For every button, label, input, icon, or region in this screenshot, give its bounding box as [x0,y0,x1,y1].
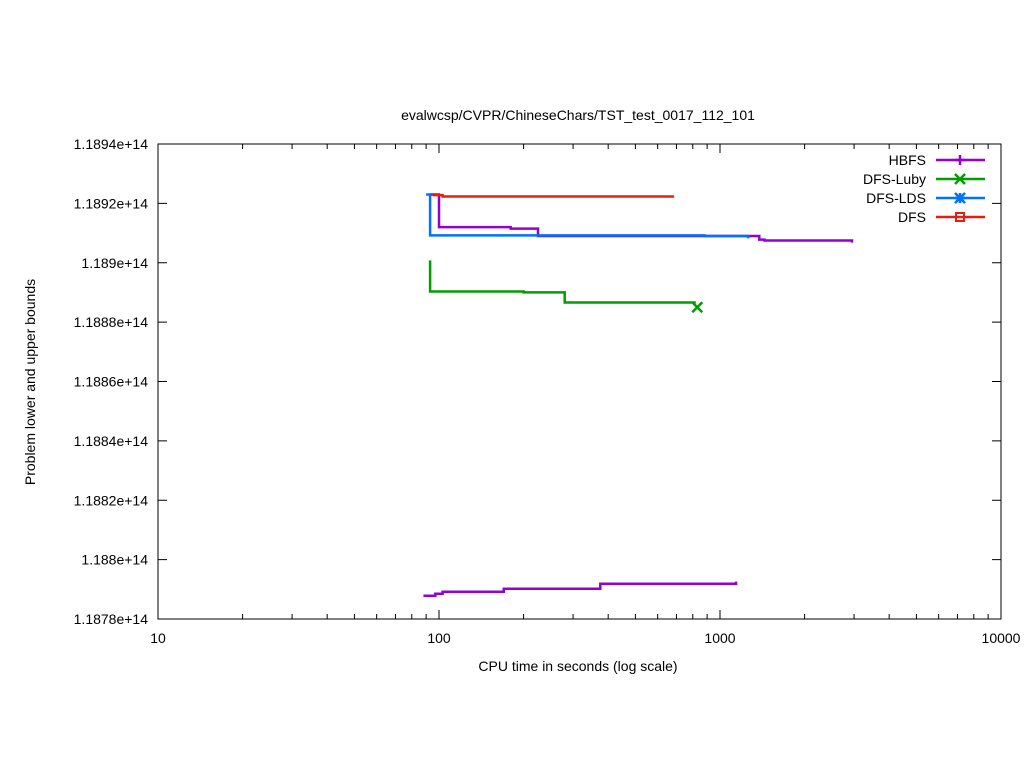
y-tick-label: 1.189e+14 [81,255,148,271]
legend-label-hbfs: HBFS [889,152,926,168]
x-tick-label: 100 [427,630,451,646]
chart-title: evalwcsp/CVPR/ChineseChars/TST_test_0017… [401,107,755,123]
legend-marker-dfs [955,212,965,222]
legend-label-dfs-lds: DFS-LDS [866,190,926,206]
series-line-dfs [432,193,675,198]
x-axis-label: CPU time in seconds (log scale) [478,658,677,674]
legend-marker-hbfs [955,155,965,165]
y-tick-label: 1.1894e+14 [74,136,149,152]
x-tick-label: 10 [150,630,166,646]
series-line-dfs-lds [426,193,750,239]
y-axis-label: Problem lower and upper bounds [22,279,38,485]
y-tick-label: 1.1886e+14 [74,374,149,390]
legend-marker-dfs-luby [954,173,966,185]
legend-marker-dfs-lds [954,192,966,204]
series-line-hbfs [423,581,738,598]
series-marker-dfs-luby [691,301,704,314]
legend-label-dfs: DFS [898,209,926,225]
y-tick-label: 1.1882e+14 [74,492,149,508]
y-tick-label: 1.1892e+14 [74,195,149,211]
legend-label-dfs-luby: DFS-Luby [863,171,926,187]
y-tick-label: 1.1888e+14 [74,314,149,330]
y-tick-label: 1.188e+14 [81,552,148,568]
plot-area: 1.1878e+14 1.188e+14 1.1882e+14 1.1884e+14 1… [74,136,1021,646]
plot-frame [157,143,1002,620]
y-tick-label: 1.1878e+14 [74,611,149,627]
x-tick-label: 1000 [704,630,735,646]
x-tick-label: 10000 [982,630,1021,646]
y-tick-label: 1.1884e+14 [74,433,149,449]
series-line-dfs-luby [428,260,696,304]
